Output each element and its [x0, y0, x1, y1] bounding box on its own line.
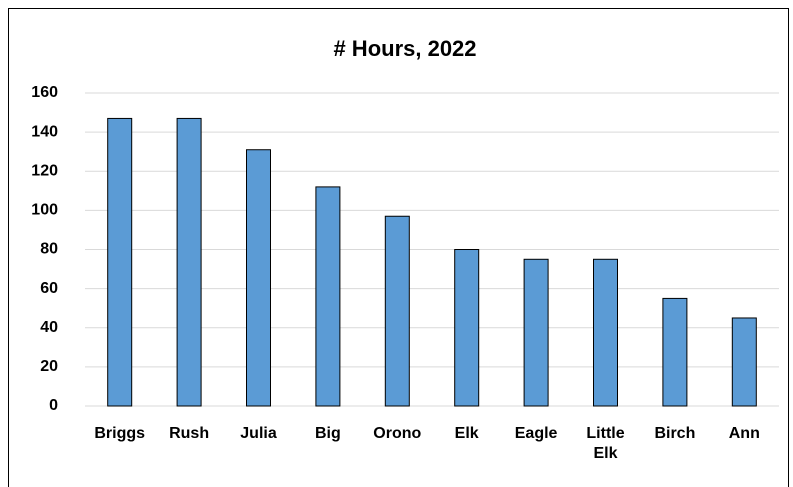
- bar: [176, 117, 202, 407]
- bar: [662, 297, 688, 407]
- y-tick-label: 40: [40, 319, 58, 336]
- x-tick-label: Briggs: [94, 425, 146, 442]
- bar: [731, 317, 757, 407]
- bar: [454, 249, 480, 407]
- x-tick-label: Julia: [240, 425, 277, 442]
- y-tick-label: 20: [40, 358, 58, 375]
- x-tick-label: Birch: [654, 425, 696, 442]
- y-tick-label: 80: [40, 241, 58, 258]
- bar: [107, 117, 133, 407]
- x-tick-label: Little Elk: [586, 425, 625, 462]
- chart-title: # Hours, 2022: [333, 36, 476, 61]
- y-tick-label: 120: [31, 162, 58, 179]
- x-tick-label: Elk: [454, 425, 479, 442]
- bar: [523, 258, 549, 407]
- x-tick-label: Rush: [169, 425, 210, 442]
- bar: [246, 149, 271, 407]
- y-tick-label: 0: [49, 397, 58, 414]
- chart-frame: [8, 8, 789, 487]
- x-tick-label: Big: [315, 425, 341, 442]
- x-tick-label: Ann: [728, 425, 760, 442]
- y-tick-label: 140: [31, 123, 58, 140]
- bar: [384, 215, 410, 407]
- x-tick-label: Orono: [373, 425, 422, 442]
- y-tick-label: 60: [40, 280, 58, 297]
- x-tick-label: Eagle: [514, 425, 558, 442]
- bar: [315, 186, 341, 407]
- y-tick-label: 160: [31, 84, 58, 101]
- y-tick-label: 100: [31, 202, 58, 219]
- bar: [593, 258, 618, 407]
